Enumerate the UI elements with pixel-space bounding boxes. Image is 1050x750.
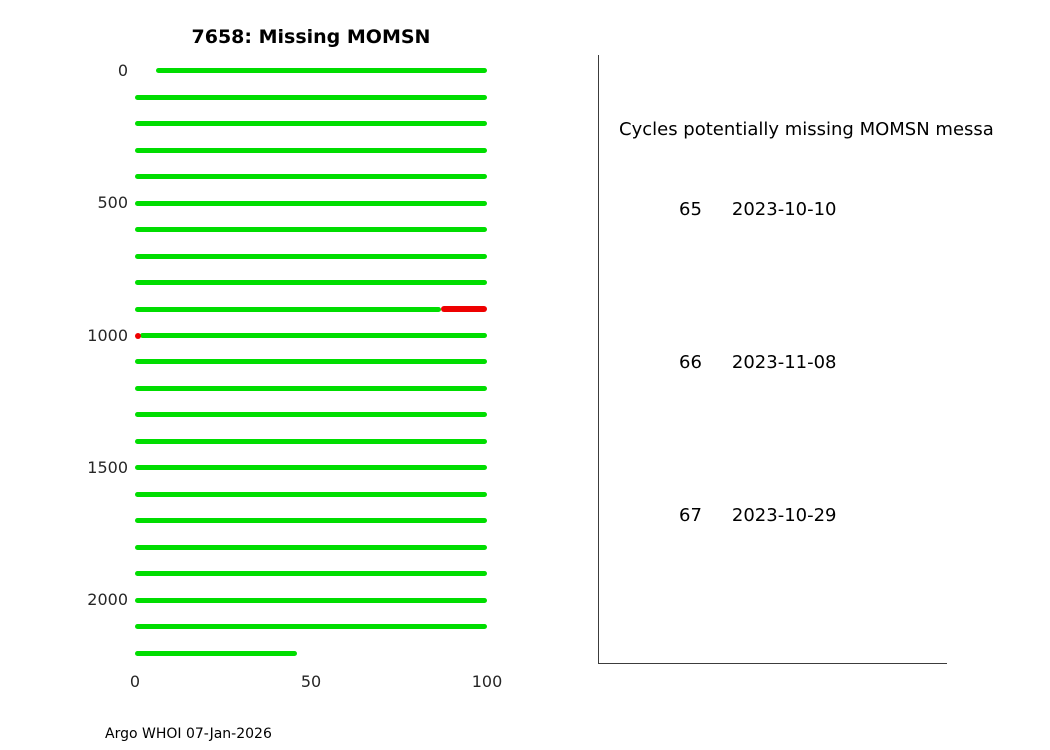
cycle-number: 65 [679,199,702,220]
received-cycles-segment [135,571,487,577]
received-cycles-segment [135,597,487,603]
received-cycles-segment [135,412,487,418]
received-cycles-segment [135,624,487,630]
chart-title: 7658: Missing MOMSN [191,26,431,48]
received-cycles-segment [135,544,487,550]
received-cycles-segment [135,253,487,259]
y-tick-label: 0 [117,60,128,80]
x-tick-label: 50 [300,672,322,691]
received-cycles-segment [135,94,487,100]
cycle-date: 2023-10-10 [731,199,837,220]
side-panel-heading: Cycles potentially missing MOMSN messa [619,119,994,140]
received-cycles-segment [135,518,487,524]
x-tick-label: 100 [471,672,503,691]
y-tick-label: 1000 [87,325,128,345]
received-cycles-segment [140,333,487,339]
received-cycles-segment [135,438,487,444]
y-tick-label: 500 [97,193,128,213]
missing-momsn-segment [441,306,487,313]
y-tick-label: 2000 [87,590,128,610]
received-cycles-segment [135,227,487,233]
x-tick-label: 0 [129,672,141,691]
cycle-entry: 67 2023-10-29 [679,505,837,526]
received-cycles-segment [135,121,487,127]
received-cycles-segment [135,385,487,391]
received-cycles-segment [156,68,487,74]
credit-text: Argo WHOI 07-Jan-2026 [105,726,272,742]
missing-momsn-segment [135,332,141,339]
cycle-date: 2023-10-29 [731,505,837,526]
y-tick-label: 1500 [87,457,128,477]
received-cycles-segment [135,650,297,656]
received-cycles-segment [135,306,442,312]
plot-area [135,55,487,665]
cycle-date: 2023-11-08 [731,352,837,373]
received-cycles-segment [135,147,487,153]
side-panel: Cycles potentially missing MOMSN messa 6… [598,55,994,664]
received-cycles-segment [135,200,487,206]
cycle-entry: 66 2023-11-08 [679,352,837,373]
received-cycles-segment [135,174,487,180]
received-cycles-segment [135,359,487,365]
cycle-entry: 65 2023-10-10 [679,199,837,220]
cycle-number: 66 [679,352,702,373]
received-cycles-segment [135,491,487,497]
received-cycles-segment [135,465,487,471]
cycle-number: 67 [679,505,702,526]
received-cycles-segment [135,280,487,286]
